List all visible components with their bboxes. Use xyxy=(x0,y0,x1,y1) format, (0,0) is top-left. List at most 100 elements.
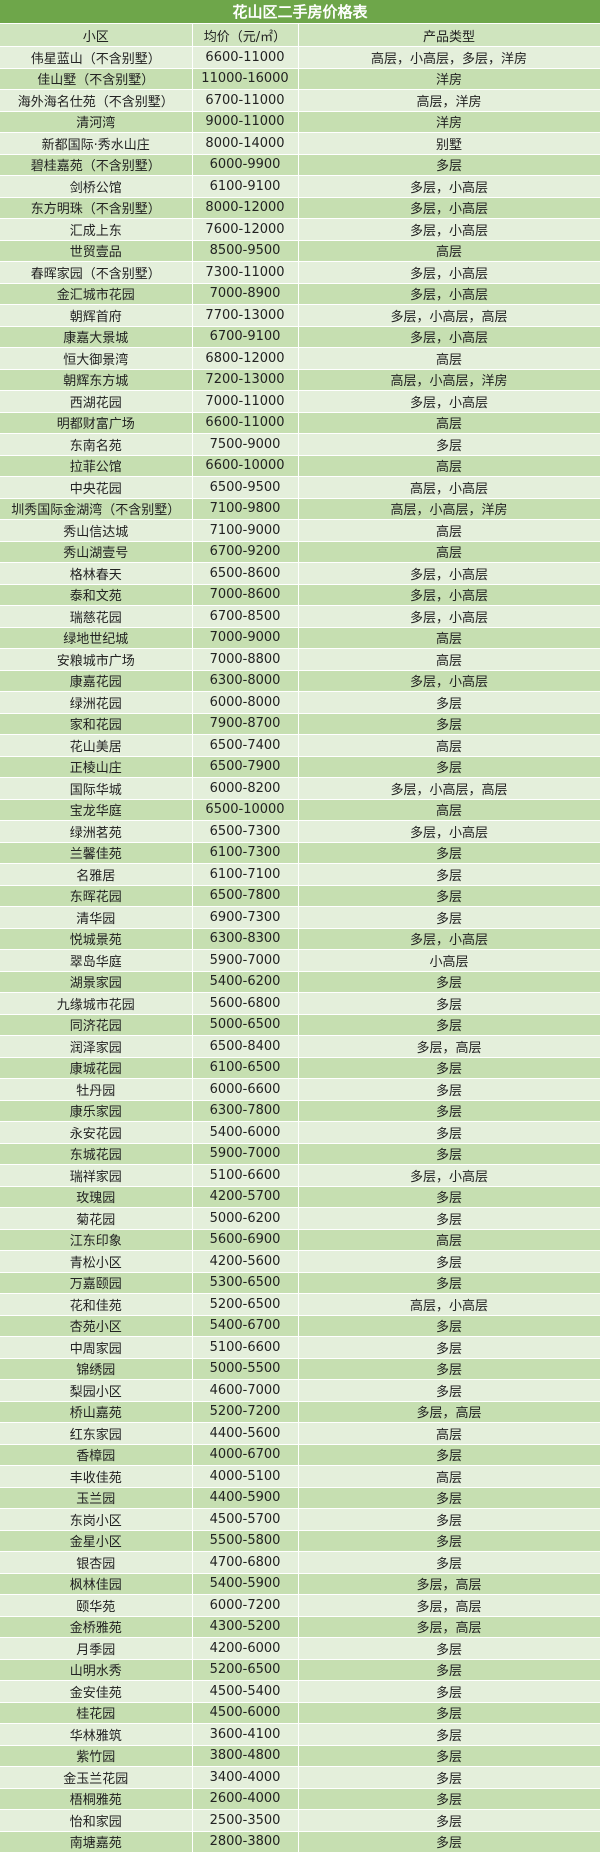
product-type-cell: 多层，小高层，高层 xyxy=(298,304,600,327)
price-cell: 6500-7900 xyxy=(192,756,299,778)
product-type-cell: 高层 xyxy=(298,1465,600,1488)
product-type-cell: 高层，小高层，洋房 xyxy=(298,498,600,520)
table-row: 玫瑰园 4200-5700 多层 xyxy=(0,1186,600,1208)
table-row: 春晖家园（不含别墅） 7300-11000 多层，小高层 xyxy=(0,261,600,284)
table-row: 东南名苑 7500-9000 多层 xyxy=(0,433,600,456)
community-cell: 紫竹园 xyxy=(0,1745,193,1767)
price-cell: 3800-4800 xyxy=(192,1745,299,1767)
price-cell: 4000-5100 xyxy=(192,1465,299,1488)
table-row: 东方明珠（不含别墅） 8000-12000 多层，小高层 xyxy=(0,197,600,219)
price-cell: 6600-11000 xyxy=(192,412,299,434)
price-cell: 4200-5700 xyxy=(192,1186,299,1208)
table-row: 安粮城市广场 7000-8800 高层 xyxy=(0,648,600,671)
table-row: 梨园小区 4600-7000 多层 xyxy=(0,1379,600,1402)
community-cell: 东岗小区 xyxy=(0,1508,193,1531)
community-cell: 清河湾 xyxy=(0,111,193,133)
product-type-cell: 小高层 xyxy=(298,949,600,972)
product-type-cell: 洋房 xyxy=(298,111,600,133)
product-type-cell: 多层 xyxy=(298,971,600,993)
price-cell: 6700-9100 xyxy=(192,326,299,348)
product-type-cell: 多层 xyxy=(298,1100,600,1122)
table-row: 金玉兰花园 3400-4000 多层 xyxy=(0,1766,600,1789)
price-cell: 7300-11000 xyxy=(192,261,299,284)
community-cell: 朝辉东方城 xyxy=(0,369,193,391)
product-type-cell: 高层，小高层，多层，洋房 xyxy=(298,46,600,69)
price-cell: 5600-6900 xyxy=(192,1229,299,1251)
product-type-cell: 多层 xyxy=(298,1809,600,1832)
product-type-cell: 多层 xyxy=(298,1444,600,1466)
community-cell: 康城花园 xyxy=(0,1057,193,1079)
price-cell: 5400-5900 xyxy=(192,1573,299,1595)
table-row: 绿洲茗苑 6500-7300 多层，小高层 xyxy=(0,820,600,843)
price-cell: 6700-11000 xyxy=(192,89,299,112)
price-cell: 2500-3500 xyxy=(192,1809,299,1832)
price-cell: 7000-8600 xyxy=(192,584,299,606)
table-row: 悦城景苑 6300-8300 多层，小高层 xyxy=(0,928,600,950)
product-type-cell: 多层 xyxy=(298,1551,600,1574)
price-cell: 5100-6600 xyxy=(192,1164,299,1187)
table-row: 汇成上东 7600-12000 多层，小高层 xyxy=(0,218,600,241)
community-cell: 西湖花园 xyxy=(0,390,193,413)
community-cell: 中周家园 xyxy=(0,1336,193,1359)
product-type-cell: 多层 xyxy=(298,1788,600,1810)
community-cell: 万嘉颐园 xyxy=(0,1272,193,1294)
price-cell: 2600-4000 xyxy=(192,1788,299,1810)
community-cell: 绿地世纪城 xyxy=(0,627,193,649)
community-cell: 牡丹园 xyxy=(0,1078,193,1101)
table-row: 江东印象 5600-6900 高层 xyxy=(0,1229,600,1251)
price-cell: 6700-9200 xyxy=(192,541,299,563)
product-type-cell: 高层，小高层 xyxy=(298,476,600,499)
community-cell: 东晖花园 xyxy=(0,885,193,907)
community-cell: 青松小区 xyxy=(0,1250,193,1273)
community-cell: 中央花园 xyxy=(0,476,193,499)
product-type-cell: 高层 xyxy=(298,240,600,262)
product-type-cell: 多层 xyxy=(298,885,600,907)
price-cell: 7000-9000 xyxy=(192,627,299,649)
table-row: 瑞慈花园 6700-8500 多层，小高层 xyxy=(0,605,600,628)
community-cell: 碧桂嘉苑（不含别墅） xyxy=(0,154,193,176)
price-cell: 5300-6500 xyxy=(192,1272,299,1294)
product-type-cell: 高层 xyxy=(298,412,600,434)
table-body: 伟星蓝山（不含别墅） 6600-11000 高层，小高层，多层，洋房 佳山墅（不含别墅… xyxy=(0,46,600,1853)
table-row: 家和花园 7900-8700 多层 xyxy=(0,713,600,735)
product-type-cell: 高层 xyxy=(298,541,600,563)
price-cell: 7000-8900 xyxy=(192,283,299,305)
table-row: 康乐家园 6300-7800 多层 xyxy=(0,1100,600,1122)
header-product-type: 产品类型 xyxy=(298,24,600,47)
product-type-cell: 多层，高层 xyxy=(298,1594,600,1617)
community-cell: 香樟园 xyxy=(0,1444,193,1466)
price-cell: 6500-7400 xyxy=(192,734,299,757)
community-cell: 玉兰园 xyxy=(0,1487,193,1509)
product-type-cell: 高层 xyxy=(298,734,600,757)
community-cell: 杏苑小区 xyxy=(0,1315,193,1337)
table-row: 明都财富广场 6600-11000 高层 xyxy=(0,412,600,434)
table-row: 剑桥公馆 6100-9100 多层，小高层 xyxy=(0,175,600,198)
price-cell: 4300-5200 xyxy=(192,1616,299,1638)
community-cell: 汇成上东 xyxy=(0,218,193,241)
product-type-cell: 多层，小高层 xyxy=(298,1164,600,1187)
community-cell: 泰和文苑 xyxy=(0,584,193,606)
price-cell: 5400-6700 xyxy=(192,1315,299,1337)
product-type-cell: 多层 xyxy=(298,433,600,456)
community-cell: 怡和家园 xyxy=(0,1809,193,1832)
product-type-cell: 多层 xyxy=(298,154,600,176)
product-type-cell: 多层 xyxy=(298,1078,600,1101)
product-type-cell: 高层 xyxy=(298,1229,600,1251)
price-cell: 5900-7000 xyxy=(192,1143,299,1165)
community-cell: 海外海名仕苑（不含别墅） xyxy=(0,89,193,112)
table-row: 青松小区 4200-5600 多层 xyxy=(0,1250,600,1273)
table-row: 中央花园 6500-9500 高层，小高层 xyxy=(0,476,600,499)
price-cell: 4500-6000 xyxy=(192,1702,299,1724)
community-cell: 朝辉首府 xyxy=(0,304,193,327)
table-title: 花山区二手房价格表 xyxy=(0,0,600,24)
table-row: 朝辉首府 7700-13000 多层，小高层，高层 xyxy=(0,304,600,327)
community-cell: 绿洲花园 xyxy=(0,691,193,714)
product-type-cell: 多层 xyxy=(298,1057,600,1079)
product-type-cell: 高层，小高层 xyxy=(298,1293,600,1316)
table-row: 东岗小区 4500-5700 多层 xyxy=(0,1508,600,1531)
price-cell: 6500-7300 xyxy=(192,820,299,843)
product-type-cell: 高层 xyxy=(298,627,600,649)
table-row: 菊花园 5000-6200 多层 xyxy=(0,1207,600,1230)
community-cell: 润泽家园 xyxy=(0,1035,193,1058)
table-row: 清河湾 9000-11000 洋房 xyxy=(0,111,600,133)
